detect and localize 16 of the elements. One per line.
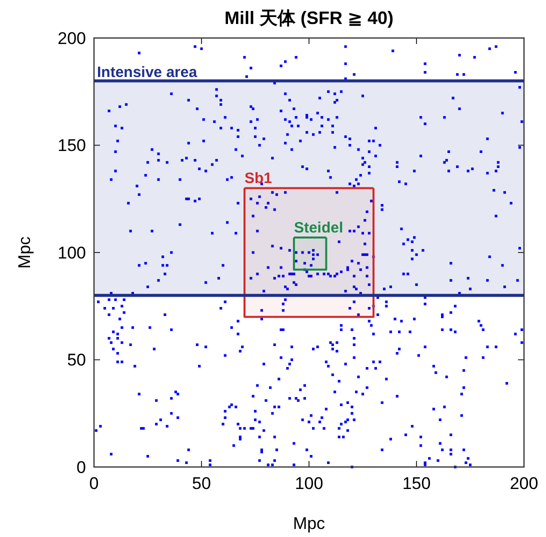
chart-title: Mill 天体 (SFR ≧ 40) <box>224 8 394 28</box>
x-axis-title: Mpc <box>292 514 326 533</box>
x-tick-label: 50 <box>192 474 211 493</box>
y-tick-label: 150 <box>58 136 86 156</box>
x-tick-label: 100 <box>294 474 324 493</box>
band-label: Intensive area <box>97 64 198 81</box>
y-tick-label: 0 <box>76 458 86 477</box>
series-label: Steidel <box>294 219 344 236</box>
x-tick-label: 0 <box>89 474 99 493</box>
y-axis-title: Mpc <box>15 236 34 269</box>
series-label: Sb1 <box>244 170 272 188</box>
y-tick-label: 100 <box>58 243 86 262</box>
y-tick-label: 200 <box>58 28 86 48</box>
x-tick-label: 200 <box>510 474 538 493</box>
y-tick-label: 50 <box>67 350 86 370</box>
x-tick-label: 150 <box>402 474 431 493</box>
